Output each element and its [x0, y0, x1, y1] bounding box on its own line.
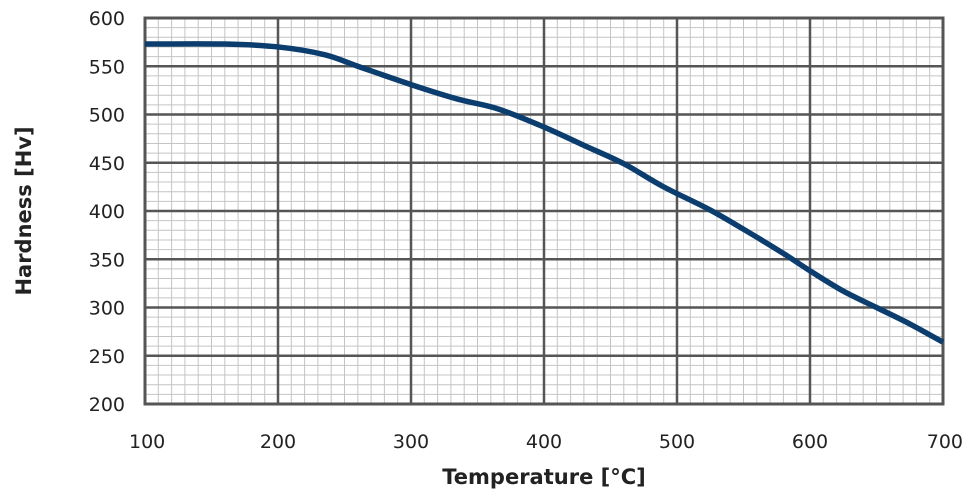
y-tick-label: 350 [89, 249, 125, 271]
y-tick-label: 500 [89, 105, 125, 127]
y-tick-label: 250 [89, 346, 125, 368]
y-tick-label: 200 [89, 394, 125, 416]
series-layer [144, 41, 945, 345]
plot-frame [143, 16, 945, 406]
x-tick-label: 100 [129, 431, 165, 453]
x-tick-label: 200 [260, 431, 296, 453]
major-grid [145, 18, 943, 404]
x-tick-label: 400 [526, 431, 562, 453]
y-tick-label: 300 [89, 298, 125, 320]
y-axis-title: Hardness [Hv] [12, 126, 36, 295]
x-tick-labels: 100 200 300 400 500 600 700 [129, 431, 963, 453]
x-axis-title: Temperature [°C] [442, 465, 645, 489]
x-tick-label: 600 [792, 431, 828, 453]
x-tick-label: 700 [927, 431, 963, 453]
y-tick-label: 550 [89, 56, 125, 78]
x-tick-label: 300 [393, 431, 429, 453]
y-tick-label: 400 [89, 201, 125, 223]
y-tick-labels: 600 550 500 450 400 350 300 250 200 [89, 8, 125, 416]
series-line-0 [144, 41, 945, 345]
y-tick-label: 600 [89, 8, 125, 30]
x-tick-label: 500 [659, 431, 695, 453]
y-tick-label: 450 [89, 153, 125, 175]
